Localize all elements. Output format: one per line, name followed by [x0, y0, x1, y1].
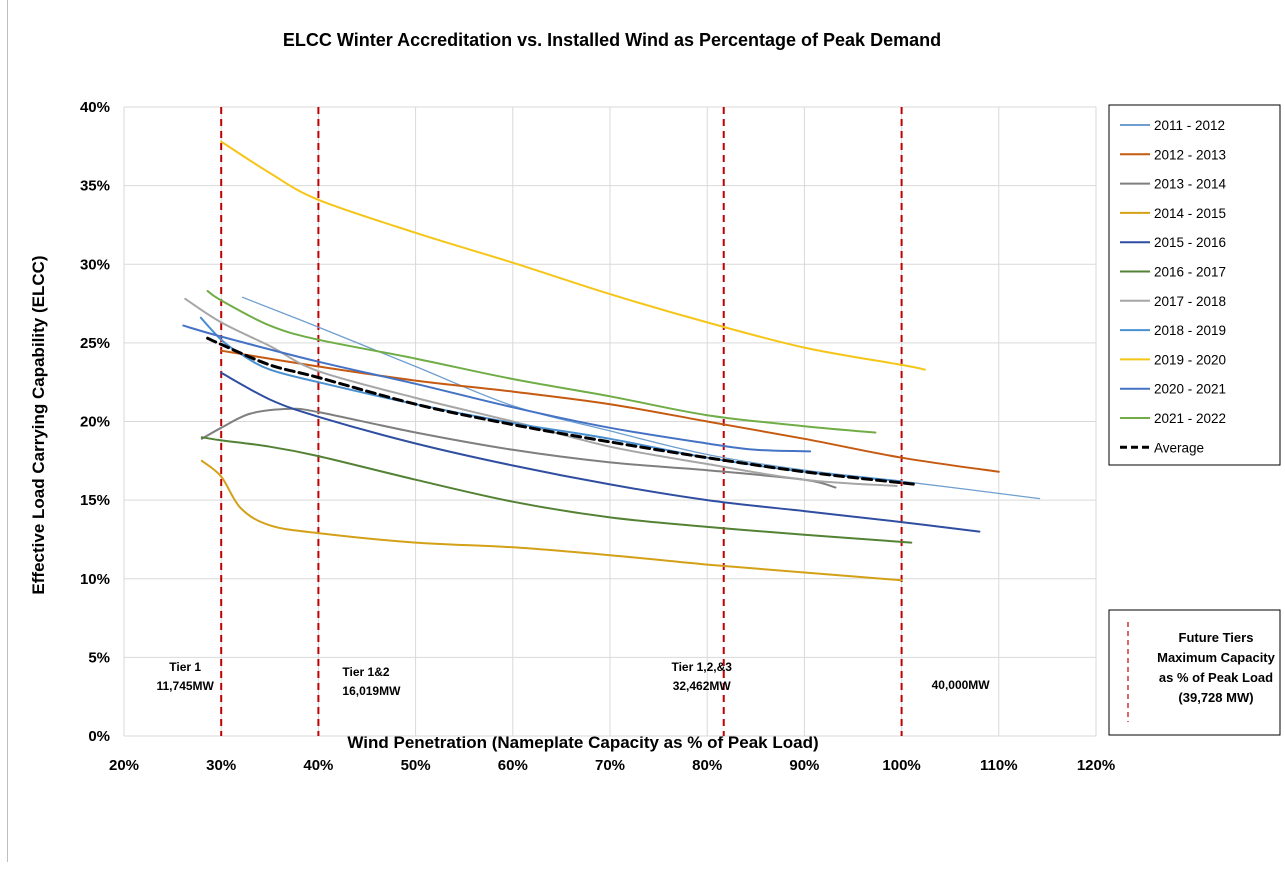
- left-border-rule: [7, 0, 8, 862]
- legend: 2011 - 2012 2012 - 2013 2013 - 2014 2014 - …: [1108, 104, 1281, 466]
- tier-legend-label: as % of Peak Load: [1159, 670, 1273, 685]
- legend-label: 2016 - 2017: [1154, 265, 1226, 280]
- tier-label: 16,019MW: [342, 684, 401, 698]
- legend-label: 2011 - 2012: [1154, 118, 1225, 133]
- legend-label: Average: [1154, 440, 1204, 455]
- legend-label: 2017 - 2018: [1154, 294, 1226, 309]
- tier-legend: Future Tiers Maximum Capacity as % of Peak…: [1108, 609, 1281, 736]
- x-tick-label: 40%: [303, 757, 333, 774]
- series-line-2014-2015: [200, 459, 903, 582]
- tier-label: Tier 1: [169, 660, 201, 674]
- legend-label: 2019 - 2020: [1154, 352, 1226, 367]
- tier-label: 40,000MW: [932, 678, 991, 692]
- series-line-2013-2014: [200, 407, 837, 489]
- x-axis-title: Wind Penetration (Nameplate Capacity as …: [347, 733, 818, 752]
- tier-label: 11,745MW: [157, 679, 215, 693]
- series-line-average: [206, 336, 918, 486]
- x-tick-label: 60%: [498, 757, 528, 774]
- tier-markers: Tier 1 11,745MW Tier 1&2 16,019MW Tier 1,2,&…: [157, 107, 991, 736]
- x-tick-label: 110%: [980, 757, 1018, 774]
- y-tick-label: 30%: [80, 256, 110, 273]
- x-tick-label: 50%: [401, 757, 431, 774]
- tier-legend-label: (39,728 MW): [1178, 690, 1253, 705]
- x-tick-label: 20%: [109, 757, 139, 774]
- x-tick-label: 90%: [789, 757, 819, 774]
- x-tick-label: 120%: [1077, 757, 1115, 774]
- y-tick-label: 15%: [80, 492, 110, 509]
- series-line-2020-2021: [182, 324, 812, 453]
- y-axis-title: Effective Load Carrying Capability (ELCC…: [29, 255, 48, 594]
- axis-ticks: 20% 30% 40% 50% 60% 70% 80% 90% 100% 110% 120% 0% 5%…: [80, 99, 1115, 774]
- series-line-2017-2018: [184, 297, 898, 487]
- x-tick-label: 100%: [882, 757, 920, 774]
- legend-label: 2013 - 2014: [1154, 177, 1227, 192]
- legend-label: 2014 - 2015: [1154, 206, 1226, 221]
- y-tick-label: 40%: [80, 99, 110, 116]
- tier-legend-label: Future Tiers: [1179, 630, 1254, 645]
- y-tick-label: 20%: [80, 414, 110, 431]
- y-tick-label: 5%: [88, 649, 110, 666]
- y-tick-label: 35%: [80, 178, 110, 195]
- legend-label: 2012 - 2013: [1154, 147, 1226, 162]
- series-line-2019-2020: [220, 140, 926, 371]
- tier-label: Tier 1&2: [342, 665, 389, 679]
- y-tick-label: 10%: [80, 571, 110, 588]
- series-line-2012-2013: [220, 349, 1000, 473]
- legend-box: [1108, 104, 1281, 466]
- gridlines: [123, 106, 1097, 737]
- legend-label: 2021 - 2022: [1154, 411, 1226, 426]
- chart-title: ELCC Winter Accreditation vs. Installed …: [283, 30, 941, 50]
- series-line-2016-2017: [200, 436, 913, 544]
- series-line-2015-2016: [220, 371, 981, 533]
- tier-legend-label: Maximum Capacity: [1157, 650, 1276, 665]
- tier-label: 32,462MW: [673, 679, 732, 693]
- x-tick-label: 80%: [692, 757, 722, 774]
- tier-legend-box: [1108, 609, 1281, 736]
- x-tick-label: 30%: [206, 757, 236, 774]
- series-lines: [182, 140, 1041, 582]
- legend-label: 2018 - 2019: [1154, 323, 1226, 338]
- series-line-2021-2022: [206, 290, 877, 434]
- x-tick-label: 70%: [595, 757, 625, 774]
- y-tick-label: 25%: [80, 335, 110, 352]
- y-tick-label: 0%: [88, 728, 110, 745]
- series-line-2018-2019: [199, 316, 903, 483]
- legend-label: 2015 - 2016: [1154, 235, 1226, 250]
- tier-label: Tier 1,2,&3: [671, 660, 732, 674]
- series-line-2011-2012: [241, 296, 1041, 500]
- legend-label: 2020 - 2021: [1154, 382, 1226, 397]
